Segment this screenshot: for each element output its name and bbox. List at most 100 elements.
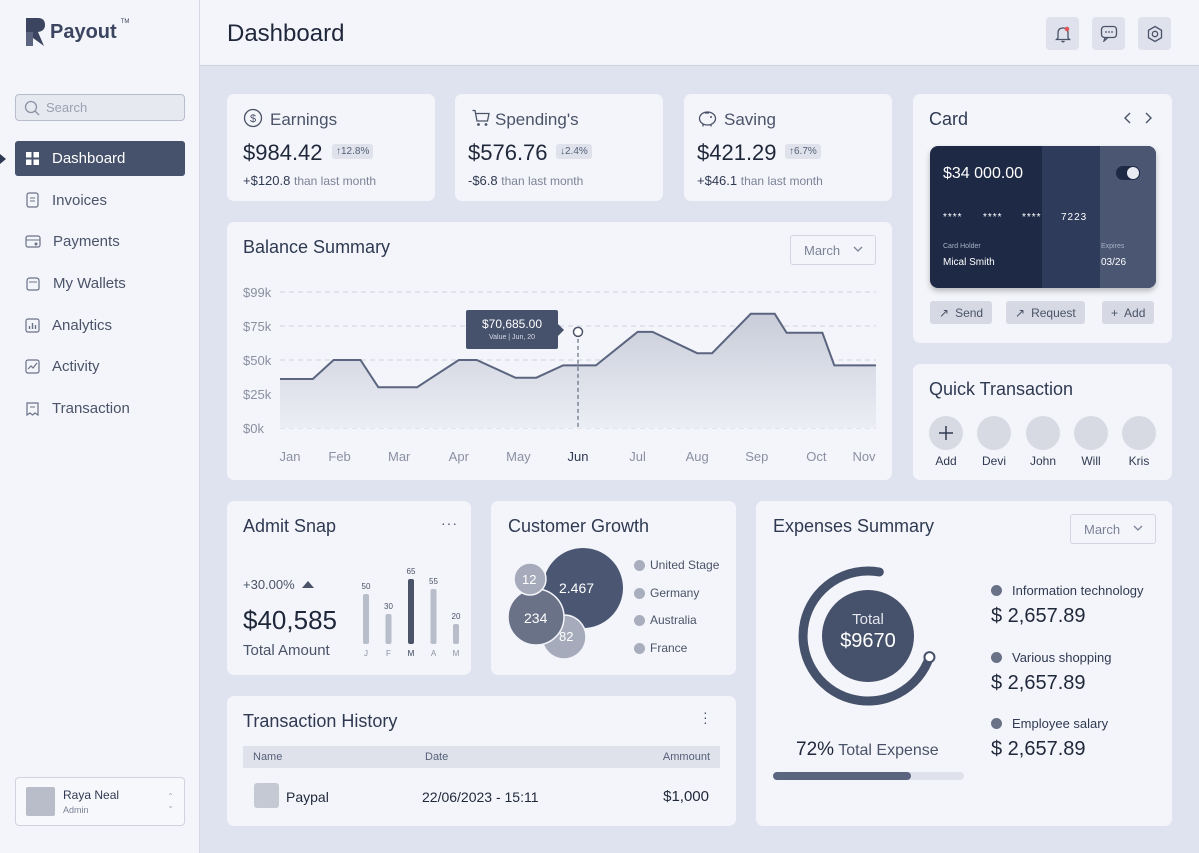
add-card-button[interactable]: + Add [1102, 301, 1155, 324]
bell-icon [1054, 26, 1071, 42]
balance-chart: $0k $25k $50k $75k $99k Jan Feb Mar Apr May Jun Jul… [243, 285, 876, 464]
sidebar-item-payments[interactable]: Payments [15, 224, 185, 259]
bubble-label: 82 [559, 629, 574, 644]
avatar [977, 416, 1011, 450]
legend-dot [634, 614, 645, 626]
legend-label: United Stage [650, 558, 720, 572]
snap-bar-month: M [453, 649, 460, 658]
tooltip-value: $70,685.00 [481, 317, 543, 331]
legend-item: Germany [634, 586, 699, 600]
avatar [1122, 416, 1156, 450]
snap-bar-chart: 50 J 30 F 65 M 55 A 20 M [362, 567, 461, 658]
card-toggle[interactable] [1116, 166, 1140, 180]
credit-card[interactable]: $34 000.00 **** **** **** 7223 Card Hold… [930, 146, 1156, 288]
stat-delta-text: than last month [501, 174, 584, 188]
card-digits: 7223 [1061, 212, 1088, 223]
arrow-up-right-icon: ↗ [939, 305, 950, 320]
dropdown-value: March [804, 242, 841, 258]
quick-contact[interactable]: Kris [1122, 416, 1156, 468]
stat-badge-value: 6.7% [794, 146, 817, 157]
expense-percent-value: 72% [796, 739, 835, 760]
stat-label: Spending's [495, 110, 579, 129]
chevron-right-icon[interactable] [1142, 111, 1154, 125]
stat-delta: +$120.8 [243, 173, 291, 188]
card-title: Quick Transaction [929, 379, 1074, 399]
x-tick-label: Jul [629, 449, 646, 464]
bubble-chart [507, 548, 623, 660]
send-button[interactable]: ↗ Send [930, 301, 993, 324]
snap-bar-month: J [364, 649, 368, 658]
gear-icon [1147, 25, 1162, 42]
send-button-label: Send [955, 305, 984, 320]
stat-sub: -$6.8 than last month [468, 173, 583, 188]
messages-button[interactable] [1092, 17, 1125, 50]
sidebar-item-label: Analytics [52, 316, 113, 334]
logo[interactable]: Payout TM [24, 16, 129, 48]
snap-bar-value: 50 [362, 582, 371, 591]
chevron-updown-icon[interactable]: ⌃ ⌄ [167, 792, 174, 810]
month-dropdown[interactable]: March [790, 235, 876, 265]
row-amount: $1,000 [663, 788, 709, 805]
card-holder: Mical Smith [943, 257, 995, 268]
settings-button[interactable] [1138, 17, 1171, 50]
expense-donut [798, 566, 936, 706]
spending-card: Spending's $576.76 ↓2.4% -$6.8 than last… [455, 94, 663, 201]
expense-item-label: Information technology [991, 583, 1144, 598]
arrow-down-icon: ↓ [560, 146, 565, 157]
x-tick-label: May [506, 449, 531, 464]
month-dropdown[interactable]: March [1070, 514, 1156, 544]
more-vertical-icon[interactable]: · · · [703, 704, 708, 730]
notification-button[interactable] [1046, 17, 1079, 50]
analytics-icon [25, 318, 40, 333]
card-title: Customer Growth [508, 516, 650, 536]
chat-icon [1100, 25, 1117, 42]
x-tick-label: Apr [449, 449, 470, 464]
payment-icon [25, 235, 41, 248]
card-balance: $34 000.00 [943, 165, 1024, 182]
x-tick-label: Sep [745, 449, 768, 464]
card-digits: **** [943, 212, 963, 223]
bubble-label: 2.467 [559, 580, 595, 596]
quick-add[interactable]: Add [929, 416, 963, 468]
sidebar-item-transaction[interactable]: Transaction [15, 391, 185, 426]
chevron-left-icon[interactable] [1122, 111, 1134, 125]
card-title: Admit Snap [243, 516, 337, 536]
expenses-summary-card: Expenses Summary March Total $9670 72% T… [756, 501, 1172, 826]
y-tick-label: $50k [243, 353, 272, 368]
sidebar-item-analytics[interactable]: Analytics [15, 308, 185, 343]
card-widget: Card $34 000.00 **** **** **** 7223 Card… [913, 94, 1172, 343]
sidebar-item-invoices[interactable]: Invoices [15, 183, 185, 218]
x-tick-label: Jun [568, 449, 589, 464]
snap-bar [430, 589, 437, 644]
highlight-point [572, 326, 584, 338]
donut-total-value: $9670 [840, 630, 896, 652]
quick-contact[interactable]: Devi [977, 416, 1011, 468]
page-title: Dashboard [227, 20, 345, 47]
x-tick-label: Aug [686, 449, 709, 464]
x-tick-label: Oct [806, 449, 827, 464]
user-profile[interactable]: Raya Neal Admin ⌃ ⌄ [15, 777, 185, 826]
sidebar-item-label: Invoices [52, 191, 108, 209]
request-button[interactable]: ↗ Request [1006, 301, 1085, 324]
search-input[interactable]: Search [15, 94, 185, 121]
stat-badge: ↓2.4% [556, 144, 592, 159]
sidebar-item-activity[interactable]: Activity [15, 349, 185, 384]
donut-handle [923, 651, 936, 664]
sidebar-item-my-wallets[interactable]: My Wallets [15, 266, 185, 301]
sidebar-item-dashboard[interactable]: Dashboard [15, 141, 185, 176]
y-tick-label: $75k [243, 319, 272, 334]
legend-dot [991, 585, 1002, 596]
legend-item: France [634, 641, 687, 655]
donut-total-label: Total [852, 611, 884, 628]
quick-contact[interactable]: John [1026, 416, 1060, 468]
quick-contact[interactable]: Will [1074, 416, 1108, 468]
quick-name: Devi [981, 454, 1006, 468]
tooltip-sub: Value | Jun, 20 [488, 334, 536, 341]
donut-core [822, 590, 914, 682]
more-icon[interactable]: ··· [441, 515, 458, 531]
tooltip-pointer [558, 324, 564, 336]
saving-card: Saving $421.29 ↑6.7% +$46.1 than last mo… [684, 94, 892, 201]
stat-sub: +$120.8 than last month [243, 173, 376, 188]
quick-name: Add [935, 454, 957, 468]
snap-bar-value: 55 [429, 577, 438, 586]
